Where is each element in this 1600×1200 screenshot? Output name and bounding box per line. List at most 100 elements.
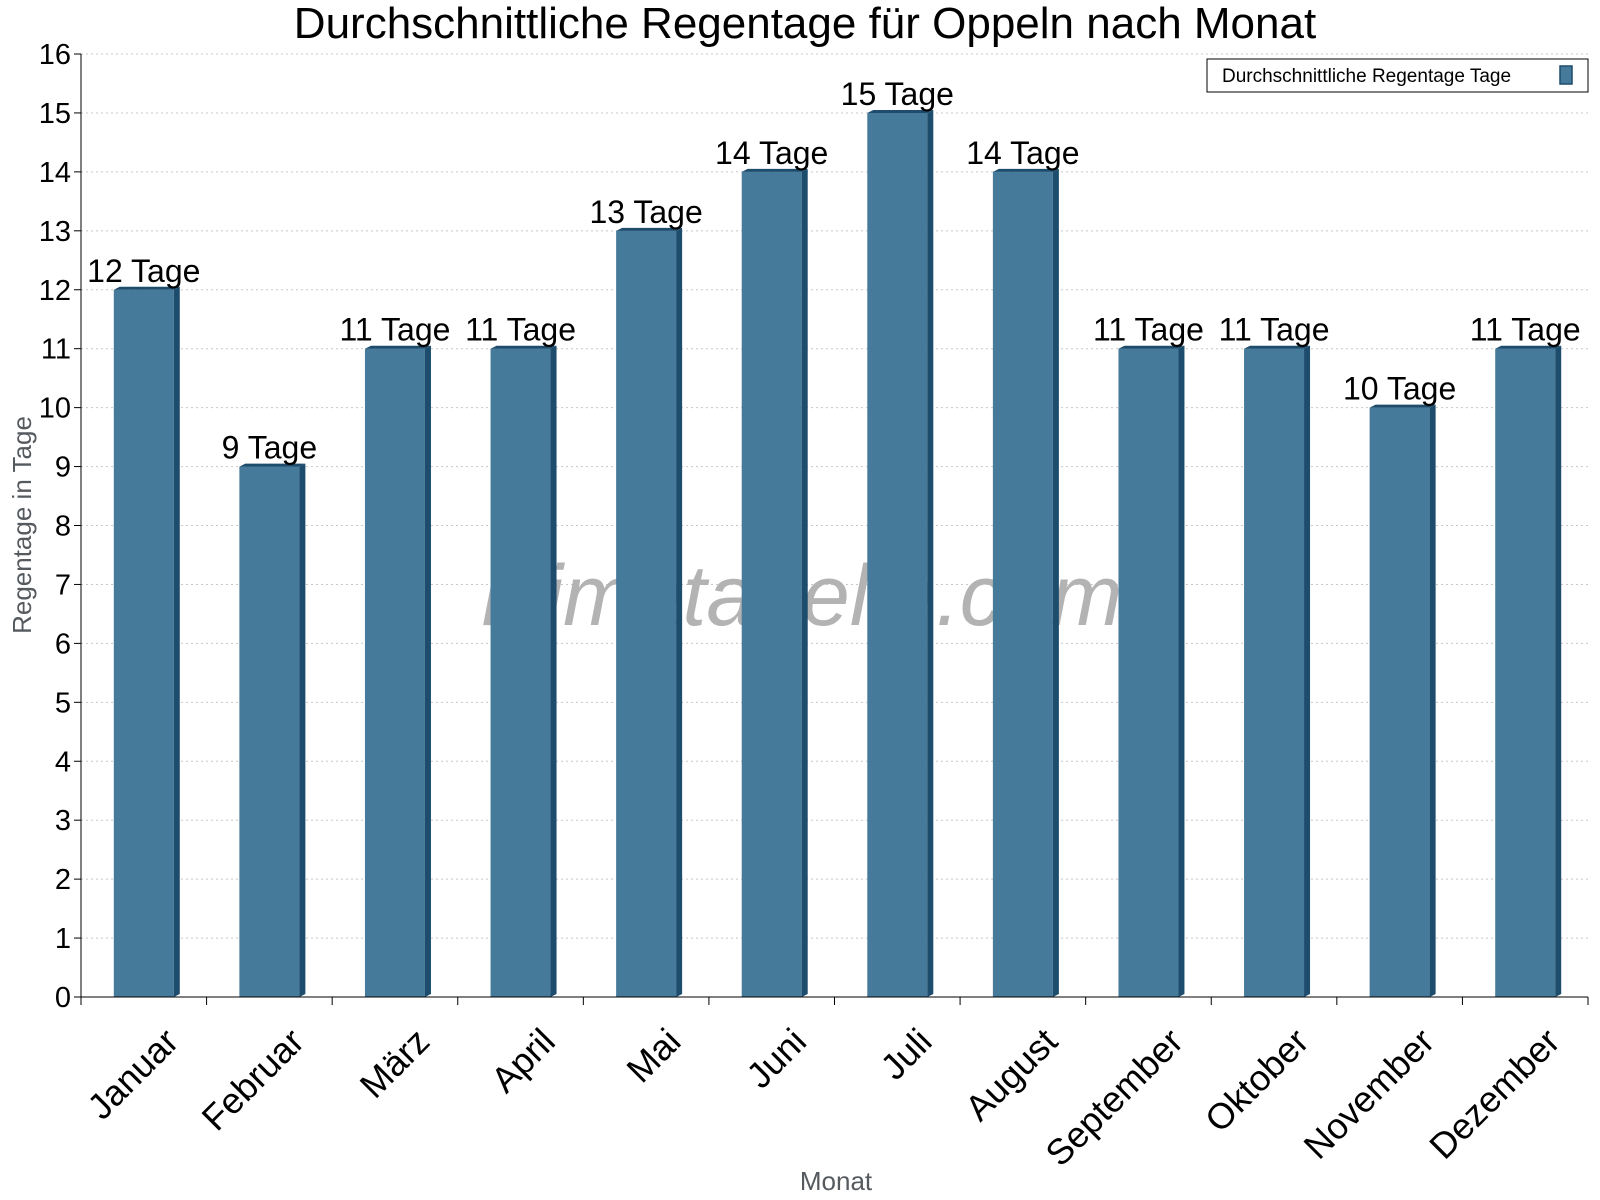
bar-front	[239, 466, 300, 997]
y-tick-label: 11	[41, 334, 71, 366]
bar-side	[424, 345, 431, 997]
y-tick-label: 7	[55, 569, 71, 601]
bar-side	[676, 227, 683, 997]
data-label: 11 Tage	[1093, 312, 1204, 348]
bar-front	[113, 289, 174, 997]
bar-front	[364, 348, 425, 997]
bar-side	[927, 109, 934, 997]
data-label: 14 Tage	[966, 135, 1079, 171]
chart-title: Durchschnittliche Regentage für Oppeln n…	[294, 0, 1316, 48]
x-tick-label: März	[352, 1020, 438, 1106]
x-axis-label: Monat	[800, 1166, 873, 1196]
data-label: 14 Tage	[715, 135, 828, 171]
bar-front	[867, 112, 928, 997]
bar-top	[1369, 404, 1436, 408]
data-label: 9 Tage	[222, 430, 318, 466]
bar-februar	[239, 463, 306, 997]
y-tick-label: 15	[39, 98, 71, 130]
data-labels: 12 Tage 9 Tage 11 Tage 11 Tage 13 Tage 14 Tag…	[87, 76, 1581, 466]
data-label: 13 Tage	[589, 194, 702, 230]
x-tick-label: September	[1037, 1020, 1191, 1174]
x-tick-label: April	[483, 1020, 563, 1100]
bar-side	[1304, 345, 1311, 997]
bar-side	[1178, 345, 1185, 997]
y-tick-label: 4	[55, 746, 71, 778]
bar-side	[1429, 404, 1436, 997]
x-tick-label: August	[957, 1020, 1065, 1128]
x-tick-label: Mai	[618, 1020, 688, 1090]
bar-juli	[867, 109, 934, 997]
bar-top	[113, 286, 180, 290]
y-tick-label: 0	[55, 982, 71, 1014]
bar-november	[1369, 404, 1436, 997]
grid-lines	[81, 53, 1588, 939]
bar-dezember	[1495, 345, 1562, 997]
bar-top	[1495, 345, 1562, 349]
y-tick-label: 2	[55, 864, 71, 896]
y-tick-label: 8	[55, 511, 71, 543]
bar-oktober	[1244, 345, 1311, 997]
legend: Durchschnittliche Regentage Tage	[1206, 58, 1589, 93]
bar-side	[801, 168, 808, 997]
axes	[74, 53, 1589, 1005]
bar-top	[867, 109, 934, 113]
x-tick-label: Dezember	[1421, 1020, 1567, 1166]
bar-front	[1495, 348, 1556, 997]
bars	[113, 109, 1562, 997]
y-tick-label: 14	[39, 157, 71, 189]
bar-april	[490, 345, 557, 997]
y-axis-label: Regentage in Tage	[7, 416, 37, 634]
bar-side	[299, 463, 306, 997]
legend-label: Durchschnittliche Regentage Tage	[1222, 66, 1511, 87]
bar-september	[1118, 345, 1185, 997]
bar-juni	[741, 168, 808, 997]
bar-top	[239, 463, 306, 467]
y-tick-label: 13	[39, 216, 71, 248]
x-tick-label: Juli	[872, 1020, 939, 1087]
y-tick-label: 5	[55, 687, 71, 719]
bar-front	[992, 171, 1053, 997]
data-label: 15 Tage	[841, 76, 954, 112]
bar-side	[1052, 168, 1059, 997]
y-tick-label: 1	[55, 923, 71, 955]
bar-side	[173, 286, 180, 997]
data-label: 11 Tage	[1219, 312, 1330, 348]
bar-top	[1118, 345, 1185, 349]
bar-märz	[364, 345, 431, 997]
bar-front	[1244, 348, 1305, 997]
bar-top	[490, 345, 557, 349]
legend-swatch	[1559, 65, 1573, 85]
x-tick-label: Juni	[738, 1020, 814, 1096]
legend-box	[1206, 58, 1589, 93]
x-tick-label: Oktober	[1197, 1020, 1317, 1140]
data-label: 12 Tage	[87, 253, 200, 289]
data-label: 11 Tage	[465, 312, 576, 348]
bar-top	[1244, 345, 1311, 349]
y-tick-label: 12	[39, 275, 71, 307]
bar-top	[992, 168, 1059, 172]
x-tick-label: November	[1296, 1020, 1442, 1166]
bar-front	[616, 230, 677, 997]
y-tick-label: 9	[55, 452, 71, 484]
bar-front	[741, 171, 802, 997]
bar-top	[741, 168, 808, 172]
x-tick-label: Februar	[194, 1020, 312, 1138]
y-tick-label: 6	[55, 628, 71, 660]
bar-side	[1555, 345, 1562, 997]
y-tick-label: 3	[55, 805, 71, 837]
bar-front	[1118, 348, 1179, 997]
bar-januar	[113, 286, 180, 997]
bar-front	[1369, 407, 1430, 997]
x-tick-label: Januar	[79, 1020, 186, 1127]
data-label: 10 Tage	[1343, 371, 1456, 407]
bar-side	[550, 345, 557, 997]
data-label: 11 Tage	[1470, 312, 1581, 348]
y-tick-label: 16	[39, 39, 71, 71]
bar-mai	[616, 227, 683, 997]
bar-august	[992, 168, 1059, 997]
data-label: 11 Tage	[339, 312, 450, 348]
bar-top	[616, 227, 683, 231]
bar-front	[490, 348, 551, 997]
